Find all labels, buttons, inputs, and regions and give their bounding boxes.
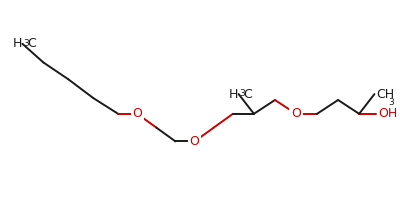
Text: O: O <box>291 107 301 120</box>
Text: 3: 3 <box>389 98 394 107</box>
Text: 3: 3 <box>23 39 28 48</box>
Text: H: H <box>13 37 22 50</box>
Text: O: O <box>190 135 200 148</box>
Text: 3: 3 <box>239 89 245 98</box>
Text: CH: CH <box>376 88 394 101</box>
Text: C: C <box>28 37 36 50</box>
Text: C: C <box>244 88 252 101</box>
Text: O: O <box>132 107 142 120</box>
Text: OH: OH <box>378 107 398 120</box>
Text: H: H <box>229 88 239 101</box>
